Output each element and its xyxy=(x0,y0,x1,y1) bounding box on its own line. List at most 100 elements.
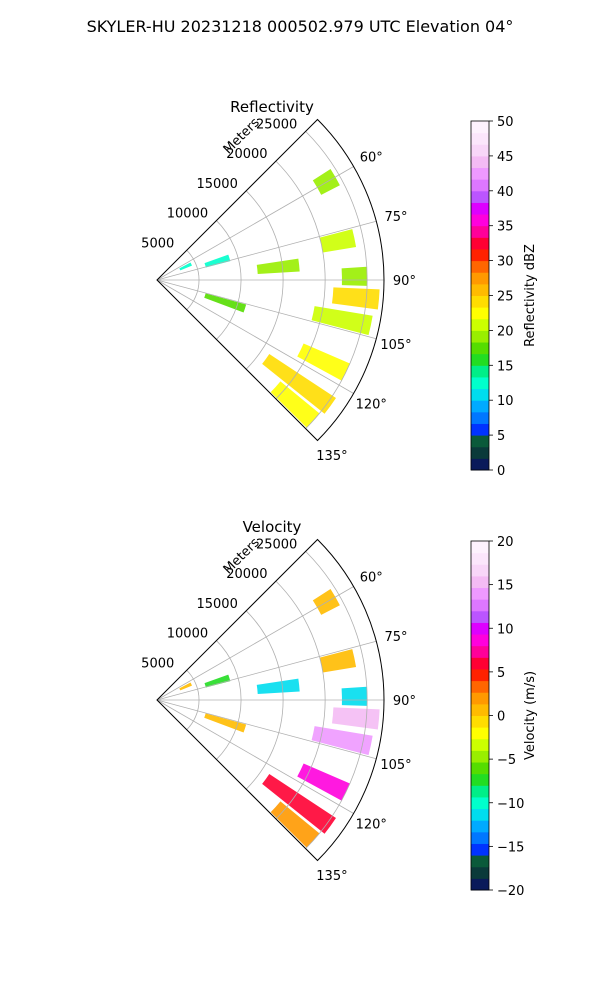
velocity-colorbar-swatch xyxy=(471,878,489,891)
reflectivity-echo-cell xyxy=(204,293,247,313)
reflectivity-echo-cell xyxy=(332,287,380,310)
reflectivity-colorbar-swatch xyxy=(471,179,489,192)
reflectivity-azimuth-tick-label: 90° xyxy=(393,274,416,289)
reflectivity-colorbar-swatch xyxy=(471,330,489,343)
reflectivity-panel: Reflectivity 5000 10000 15000 20000 25000 60° 7… xyxy=(141,98,538,479)
velocity-range-tick-label: 20000 xyxy=(226,567,267,582)
velocity-colorbar-tick-label: 0 xyxy=(497,710,505,725)
velocity-colorbar-swatch xyxy=(471,808,489,821)
velocity-echo-cell xyxy=(311,726,373,756)
reflectivity-colorbar-swatch xyxy=(471,423,489,436)
reflectivity-colorbar-swatch xyxy=(471,155,489,169)
velocity-colorbar-swatch xyxy=(471,668,489,682)
reflectivity-echo-cell xyxy=(204,254,231,268)
reflectivity-colorbar-swatch xyxy=(471,225,489,238)
velocity-colorbar-swatch xyxy=(471,750,489,763)
velocity-panel: Velocity 5000 10000 15000 20000 25000 60° 75° 90… xyxy=(141,518,538,899)
velocity-colorbar-tick-label: 15 xyxy=(497,579,514,594)
velocity-colorbar-swatch xyxy=(471,587,489,600)
velocity-colorbar-swatch xyxy=(471,575,489,589)
velocity-colorbar-tick-label: 10 xyxy=(497,622,514,637)
reflectivity-colorbar-swatch xyxy=(471,260,489,273)
velocity-colorbar-swatch xyxy=(471,692,489,705)
reflectivity-colorbar-swatch xyxy=(471,411,489,424)
reflectivity-colorbar-tick-label: 45 xyxy=(497,150,514,165)
reflectivity-colorbar: 0 5 10 15 20 25 30 35 40 45 50 Reflectivity dBZ xyxy=(470,115,538,479)
velocity-colorbar-swatch xyxy=(471,831,489,844)
reflectivity-azimuth-tick-label: 105° xyxy=(380,338,411,353)
reflectivity-echo-cell xyxy=(179,262,192,271)
reflectivity-colorbar-swatch xyxy=(471,132,489,145)
velocity-colorbar-swatch xyxy=(471,657,489,670)
reflectivity-range-tick-label: 20000 xyxy=(226,147,267,162)
reflectivity-colorbar-swatch xyxy=(471,202,489,215)
reflectivity-azimuth-tick-label: 75° xyxy=(384,210,407,225)
velocity-echo-cell xyxy=(179,682,192,691)
reflectivity-azimuth-gridline xyxy=(156,220,377,281)
reflectivity-azimuth-gridline xyxy=(156,279,354,394)
reflectivity-colorbar-swatch xyxy=(471,376,489,390)
velocity-azimuth-tick-label: 120° xyxy=(356,818,387,833)
reflectivity-azimuth-tick-label: 135° xyxy=(316,449,347,464)
velocity-azimuth-gridline xyxy=(156,586,354,701)
velocity-colorbar-swatch xyxy=(471,552,489,565)
velocity-echo-cell xyxy=(262,774,336,834)
velocity-colorbar-swatch xyxy=(471,645,489,658)
velocity-colorbar-tick-label: 20 xyxy=(497,535,514,550)
velocity-echo-layer xyxy=(179,589,380,848)
reflectivity-colorbar-swatch xyxy=(471,295,489,308)
reflectivity-title: Reflectivity xyxy=(230,98,314,116)
reflectivity-colorbar-tick-label: 10 xyxy=(497,394,514,409)
velocity-colorbar-swatch xyxy=(471,796,489,810)
velocity-colorbar-swatch xyxy=(471,541,489,554)
reflectivity-echo-cell xyxy=(319,229,357,253)
velocity-azimuth-tick-label: 105° xyxy=(380,758,411,773)
figure-suptitle: SKYLER-HU 20231218 000502.979 UTC Elevat… xyxy=(87,17,514,36)
velocity-azimuth-gridline xyxy=(156,640,377,701)
velocity-azimuth-tick-label: 60° xyxy=(360,570,383,585)
reflectivity-echo-cell xyxy=(262,354,336,414)
velocity-colorbar-swatch xyxy=(471,866,489,879)
reflectivity-colorbar-tick-label: 20 xyxy=(497,324,514,339)
reflectivity-colorbar-swatch xyxy=(471,318,489,331)
reflectivity-range-tick-label: 5000 xyxy=(141,236,174,251)
reflectivity-colorbar-tick-label: 35 xyxy=(497,220,514,235)
reflectivity-colorbar-tick-label: 30 xyxy=(497,255,514,270)
velocity-range-tick-label: 15000 xyxy=(196,597,237,612)
reflectivity-azimuth-tick-label: 120° xyxy=(356,398,387,413)
velocity-echo-cell xyxy=(204,713,247,733)
velocity-sector-outline xyxy=(156,538,385,862)
velocity-colorbar-tick-label: 5 xyxy=(497,666,505,681)
reflectivity-echo-cell xyxy=(341,266,368,286)
velocity-colorbar-tick-label: −5 xyxy=(497,753,516,768)
reflectivity-colorbar-swatch xyxy=(471,435,489,448)
velocity-colorbar-swatch xyxy=(471,843,489,856)
reflectivity-echo-cell xyxy=(256,258,300,275)
velocity-colorbar-swatch xyxy=(471,773,489,786)
reflectivity-colorbar-swatch xyxy=(471,400,489,413)
velocity-echo-cell xyxy=(297,763,350,801)
velocity-colorbar: −20 −15 −10 −5 0 5 10 15 20 Velocity (m/s) xyxy=(470,535,538,899)
reflectivity-colorbar-swatch xyxy=(471,248,489,262)
velocity-colorbar-swatch xyxy=(471,564,489,577)
reflectivity-echo-cell xyxy=(270,381,320,428)
reflectivity-range-tick-label: 25000 xyxy=(256,117,297,132)
reflectivity-echo-layer xyxy=(179,169,380,428)
reflectivity-colorbar-swatch xyxy=(471,458,489,471)
velocity-colorbar-swatch xyxy=(471,715,489,728)
velocity-colorbar-swatch xyxy=(471,820,489,833)
reflectivity-sector-outline xyxy=(156,118,385,442)
reflectivity-colorbar-label: Reflectivity dBZ xyxy=(523,244,538,347)
reflectivity-colorbar-tick-label: 15 xyxy=(497,359,514,374)
reflectivity-range-tick-label: 15000 xyxy=(196,177,237,192)
reflectivity-colorbar-swatch xyxy=(471,237,489,250)
reflectivity-colorbar-tick-label: 5 xyxy=(497,429,505,444)
velocity-colorbar-swatch xyxy=(471,610,489,623)
velocity-colorbar-swatch xyxy=(471,855,489,868)
reflectivity-colorbar-swatch xyxy=(471,167,489,180)
velocity-echo-cell xyxy=(332,707,380,730)
reflectivity-azimuth-gridline xyxy=(156,166,354,281)
velocity-colorbar-tick-label: −20 xyxy=(497,884,524,899)
reflectivity-azimuth-gridline xyxy=(156,279,377,340)
